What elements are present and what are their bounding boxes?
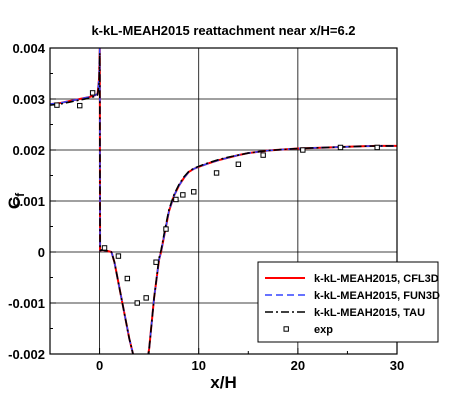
exp-data-point: [77, 102, 83, 109]
y-tick-label: -0.001: [8, 296, 45, 311]
exp-data-point: [115, 253, 122, 259]
y-tick-label: 0.001: [12, 194, 45, 209]
legend-label: k-kL-MEAH2015, CFL3D: [314, 273, 439, 285]
y-tick-label: 0: [38, 245, 45, 260]
exp-data-point: [101, 245, 108, 251]
y-tick-label: 0.003: [12, 92, 45, 107]
x-tick-label: 0: [96, 358, 103, 373]
y-tick-label: -0.002: [8, 347, 45, 362]
y-tick-label: 0.002: [12, 143, 45, 158]
exp-data-point: [54, 102, 60, 108]
y-axis-label-subscript: f: [13, 192, 27, 197]
exp-data-point: [300, 147, 306, 153]
legend-label: k-kL-MEAH2015, FUN3D: [314, 290, 440, 302]
exp-data-point: [124, 275, 131, 282]
exp-data-point: [153, 259, 159, 265]
exp-data-point: [337, 144, 344, 151]
x-tick-label: 10: [191, 358, 205, 373]
exp-data-point: [374, 144, 380, 151]
y-axis-label-main: C: [5, 197, 24, 209]
series-line-3: [50, 52, 397, 354]
exp-data-point: [173, 196, 179, 203]
series-group: [50, 48, 397, 354]
x-tick-label: 20: [291, 358, 305, 373]
exp-data-point: [163, 226, 169, 232]
exp-data-point: [235, 161, 242, 167]
x-axis-label: x/H: [210, 373, 236, 392]
exp-data-point: [260, 152, 266, 158]
legend: k-kL-MEAH2015, CFL3D k-kL-MEAH2015, FUN3D…: [257, 261, 440, 343]
x-tick-label: 30: [390, 358, 404, 373]
y-tick-label: 0.004: [12, 41, 45, 56]
exp-data-point: [134, 300, 140, 306]
legend-label: k-kL-MEAH2015, TAU: [314, 307, 425, 319]
exp-data-point: [143, 295, 149, 301]
exp-data-point: [180, 192, 186, 198]
chart-title: k-kL-MEAH2015 reattachment near x/H=6.2: [91, 23, 355, 38]
exp-data-point: [89, 90, 96, 96]
exp-data-point: [191, 189, 197, 195]
axis-ticks: 0 10 20 30 -0.002 -0.001 0 0.001 0.002 0.003 0.004: [8, 41, 404, 373]
legend-label: exp: [314, 324, 333, 336]
y-axis-label: Cf: [5, 192, 27, 209]
exp-data-point: [213, 170, 220, 176]
legend-marker-exp: [283, 326, 289, 332]
